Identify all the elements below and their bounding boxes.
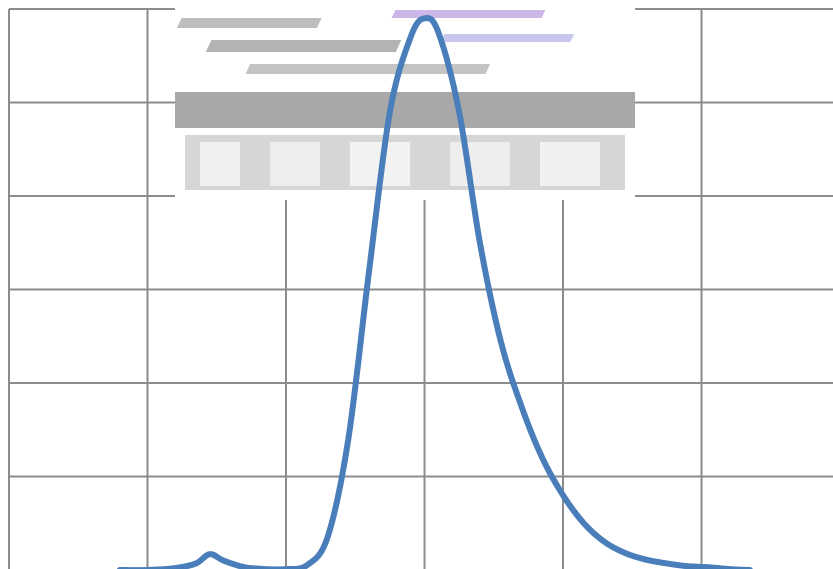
noise-streak — [205, 40, 402, 52]
noise-block — [540, 142, 600, 186]
image-noise-overlay — [175, 0, 635, 200]
noise-block — [450, 142, 510, 186]
noise-streak — [176, 18, 322, 28]
noise-streak — [440, 34, 575, 42]
series-line — [116, 15, 753, 569]
noise-band — [175, 92, 635, 128]
noise-streak — [391, 10, 546, 18]
series-layer — [116, 15, 753, 569]
noise-block — [270, 142, 320, 186]
noise-block — [200, 142, 240, 186]
noise-streak — [245, 64, 491, 74]
